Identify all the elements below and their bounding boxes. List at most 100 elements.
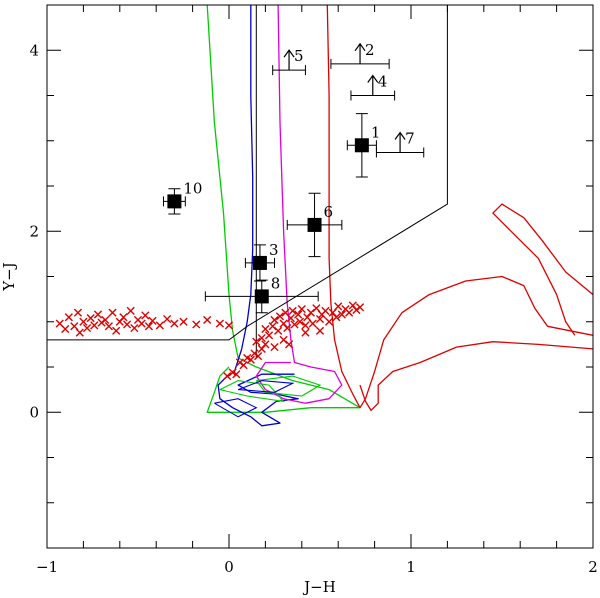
point-label: 8 [271, 274, 281, 292]
cross-marker [192, 320, 201, 329]
red-model-loop-upper [492, 203, 593, 336]
point-label: 7 [405, 130, 415, 148]
cross-marker [108, 308, 117, 317]
cross-marker [301, 328, 310, 337]
measured-points: 1 3 6 8 10 24 5 7 [162, 41, 425, 314]
cross-marker [321, 306, 330, 315]
point-label: 6 [324, 203, 334, 221]
y-tick-label: 4 [29, 41, 39, 59]
cross-marker [345, 308, 354, 317]
cross-marker [155, 321, 164, 330]
detection-marker [354, 138, 369, 153]
red-model-track [326, 5, 593, 409]
cross-marker [64, 313, 73, 322]
point-label: 4 [378, 73, 388, 91]
cross-marker [148, 316, 157, 325]
cross-marker [90, 321, 99, 330]
cross-marker [274, 326, 283, 335]
x-tick-label: 0 [224, 558, 234, 576]
cross-marker [137, 319, 146, 328]
cross-marker [79, 317, 88, 326]
cross-marker [264, 331, 274, 340]
cross-marker [203, 315, 212, 325]
cross-marker [261, 340, 270, 349]
cross-markers [55, 301, 365, 381]
detection-6: 6 [286, 192, 343, 258]
selection-boundary [47, 5, 448, 358]
cross-marker [179, 317, 188, 326]
green-model-track [206, 5, 361, 413]
detection-8: 8 [204, 274, 319, 314]
limit-arrow [354, 42, 366, 64]
point-label: 1 [371, 123, 381, 141]
cross-marker [290, 320, 299, 329]
cross-marker [73, 308, 83, 317]
cross-marker [75, 328, 84, 337]
cross-marker [141, 311, 150, 320]
cross-marker [337, 310, 346, 319]
cross-marker [284, 340, 294, 349]
point-label: 5 [294, 47, 304, 65]
lower-limit-2: 2 [330, 41, 390, 69]
cross-marker [239, 361, 248, 370]
green-model-loop-2 [255, 375, 322, 397]
cross-marker [286, 314, 295, 323]
cross-marker [275, 312, 285, 321]
cross-marker [308, 319, 317, 328]
cross-marker [283, 323, 292, 333]
cross-marker [301, 321, 310, 330]
detection-marker [307, 217, 322, 232]
cross-marker [254, 352, 263, 361]
cross-marker [355, 303, 365, 312]
point-label: 10 [183, 179, 202, 197]
blue-model-loop-2 [237, 380, 295, 393]
cross-marker [295, 317, 305, 326]
lower-limit-7: 7 [375, 130, 425, 158]
red-model-loop-lower [359, 341, 593, 412]
cross-marker [82, 323, 92, 333]
cross-marker [112, 326, 121, 335]
detection-marker [167, 194, 182, 209]
detection-marker [254, 289, 269, 304]
cross-marker [61, 324, 70, 334]
point-label: 2 [365, 41, 375, 59]
cross-marker [332, 313, 341, 322]
cross-marker [215, 319, 224, 328]
cross-marker [119, 313, 128, 322]
cross-marker [315, 314, 325, 324]
cross-marker [270, 342, 279, 352]
magenta-model-track [255, 5, 343, 404]
cross-marker [325, 317, 334, 326]
cross-marker [315, 326, 325, 335]
tick-marks [46, 4, 594, 549]
cross-marker [122, 320, 132, 329]
blue-model-loop-1 [214, 398, 258, 418]
cross-marker [163, 314, 172, 324]
cross-marker [232, 370, 241, 379]
cross-marker [144, 322, 154, 331]
limit-arrow [367, 74, 379, 96]
x-tick-label: −1 [36, 558, 58, 576]
cross-marker [257, 333, 266, 343]
limit-arrow [394, 131, 406, 153]
cross-marker [252, 337, 261, 346]
cross-marker [130, 323, 139, 333]
y-tick-label: 0 [29, 403, 39, 421]
cross-marker [297, 304, 306, 314]
cross-marker [288, 306, 297, 315]
cross-marker [93, 310, 103, 319]
cross-marker [224, 321, 234, 330]
x-axis-title: J−H [302, 578, 336, 596]
cross-marker [104, 322, 113, 331]
y-tick-label: 2 [29, 222, 39, 240]
detection-10: 10 [162, 179, 202, 215]
cross-marker [170, 319, 179, 328]
cross-marker [86, 314, 95, 323]
cross-marker [223, 371, 232, 381]
cross-marker [126, 306, 135, 315]
lower-limit-5: 5 [272, 47, 306, 76]
limit-arrow [283, 49, 295, 71]
cross-marker [270, 315, 279, 325]
